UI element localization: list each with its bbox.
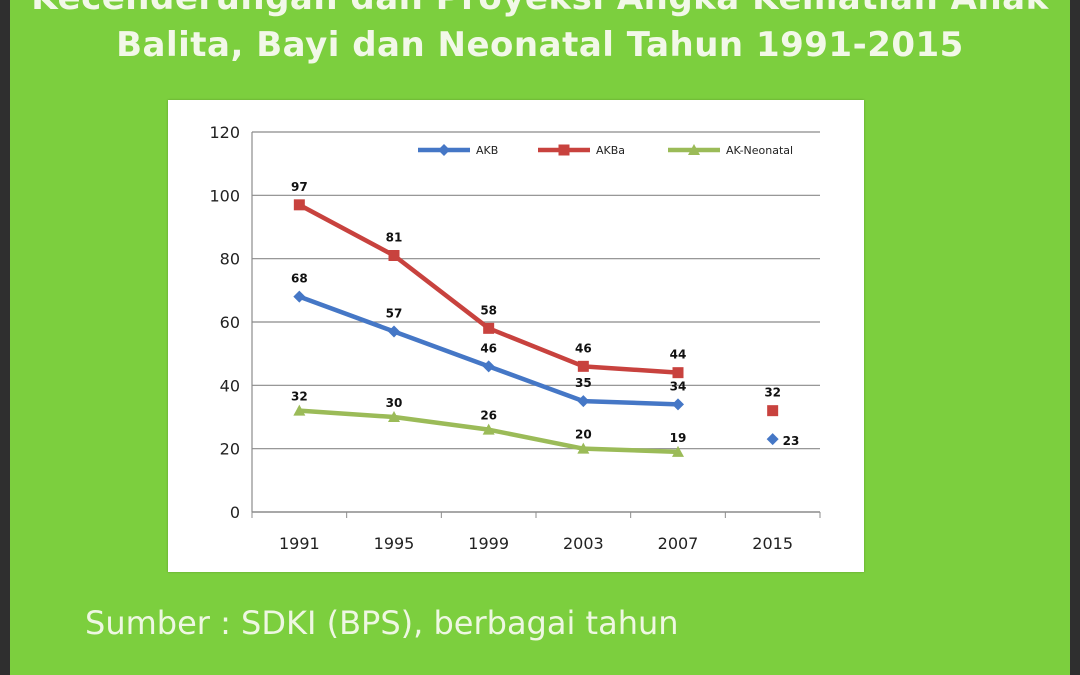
- data-label: 32: [291, 390, 308, 404]
- data-label: 26: [480, 409, 497, 423]
- data-point-akb: [672, 398, 684, 411]
- data-label: 34: [670, 379, 687, 393]
- data-point-akba: [388, 250, 400, 261]
- x-tick-label: 2007: [658, 534, 699, 553]
- source-note: Sumber : SDKI (BPS), berbagai tahun: [85, 604, 679, 642]
- legend-marker: [438, 144, 450, 156]
- x-tick-label: 1999: [468, 534, 509, 553]
- x-tick-label: 1995: [374, 534, 415, 553]
- x-tick-label: 1991: [279, 534, 320, 553]
- y-tick-label: 100: [209, 186, 240, 205]
- legend-marker: [558, 144, 570, 156]
- data-point-ak-neonatal: [482, 423, 495, 435]
- data-label: 46: [480, 341, 497, 355]
- chart-area: 0 20 40 60 80 100 120 1991 1995 1999 2003 2007 2015 6…: [168, 100, 864, 572]
- data-label: 81: [386, 231, 403, 245]
- y-tick-label: 80: [220, 250, 240, 269]
- line-chart: 0 20 40 60 80 100 120 1991 1995 1999 2003 2007 2015 6…: [209, 123, 821, 553]
- data-point-ak-neonatal: [672, 445, 684, 457]
- y-tick-label: 40: [220, 376, 240, 395]
- y-tick-label: 120: [209, 123, 240, 142]
- data-point-akb: [388, 325, 400, 338]
- data-label: 30: [386, 396, 403, 410]
- data-label: 58: [480, 303, 497, 317]
- data-point-akba: [483, 322, 495, 334]
- data-point-ak-neonatal: [577, 442, 590, 454]
- data-point-akba: [672, 367, 684, 379]
- data-label: 20: [575, 428, 592, 442]
- legend-marker: [688, 144, 700, 155]
- slide-title-line-2: Balita, Bayi dan Neonatal Tahun 1991-201…: [116, 25, 964, 65]
- data-label: 46: [575, 341, 592, 355]
- y-tick-label: 20: [220, 440, 240, 459]
- data-point-akb: [766, 433, 779, 446]
- data-point-akb: [482, 360, 495, 373]
- data-point-akba: [577, 360, 589, 372]
- data-label: 97: [291, 180, 308, 194]
- data-point-ak-neonatal: [388, 411, 400, 422]
- data-label: 19: [670, 431, 687, 445]
- data-point-akba: [293, 199, 305, 211]
- data-label: 35: [575, 376, 592, 390]
- data-label: 23: [783, 434, 800, 448]
- legend-label: AK-Neonatal: [726, 144, 793, 157]
- data-label: 32: [764, 386, 781, 400]
- data-label: 68: [291, 272, 308, 286]
- x-tick-label: 2015: [752, 534, 793, 553]
- data-point-ak-neonatal: [293, 404, 306, 416]
- slide-title-line-1: Kecenderungan dan Proyeksi Angka Kematia…: [10, 0, 1070, 18]
- data-label: 44: [670, 348, 687, 362]
- data-point-akba: [767, 405, 779, 417]
- data-label: 57: [386, 307, 403, 321]
- data-point-akb: [577, 395, 590, 408]
- legend-label: AKBa: [596, 144, 625, 157]
- y-tick-label: 60: [220, 313, 240, 332]
- data-point-akb: [293, 290, 306, 303]
- y-tick-label: 0: [230, 503, 240, 522]
- slide: Kecenderungan dan Proyeksi Angka Kematia…: [10, 0, 1070, 675]
- legend-label: AKB: [476, 144, 498, 157]
- x-tick-label: 2003: [563, 534, 604, 553]
